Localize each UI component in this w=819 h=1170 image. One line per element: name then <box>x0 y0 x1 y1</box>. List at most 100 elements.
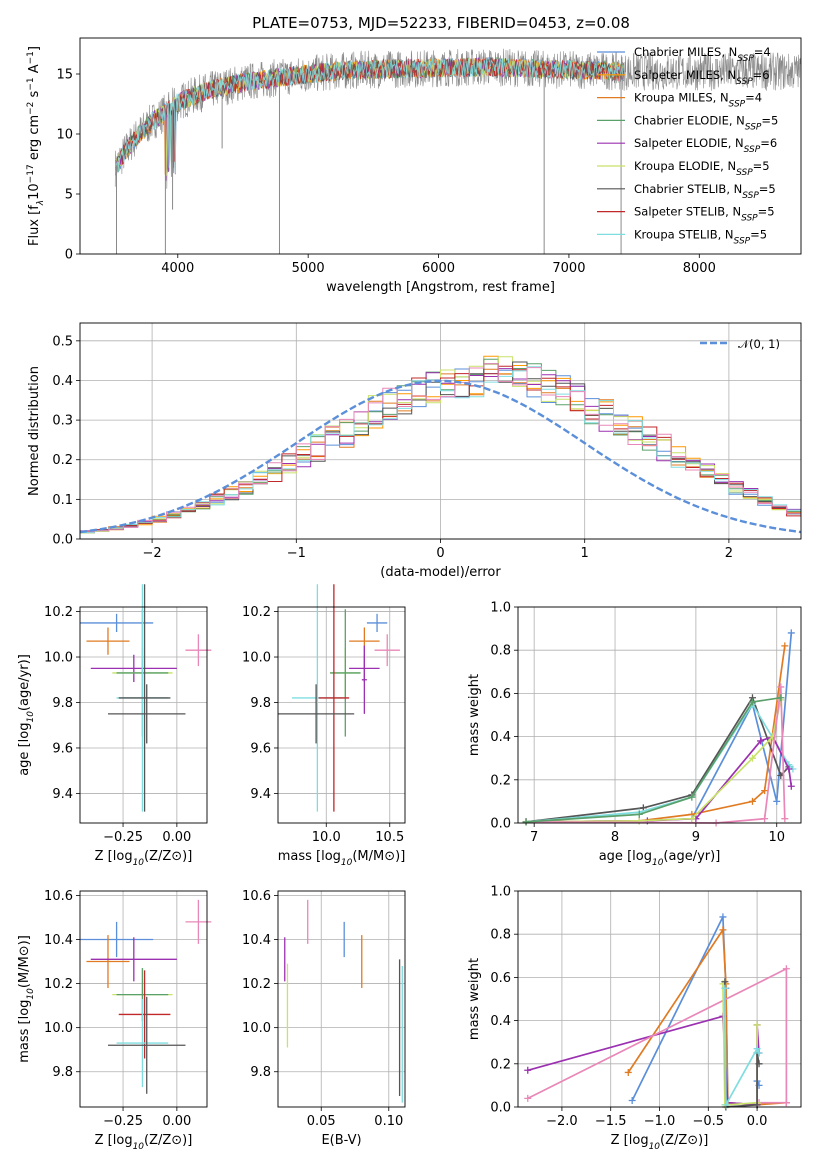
legend-label-part: =5 <box>761 113 778 127</box>
mass-weight-marker <box>688 815 696 823</box>
errorbar-point <box>278 684 355 744</box>
histogram-series <box>80 363 801 533</box>
age_vs_mass-xlabel-part: (M/M⊙)] <box>352 849 405 864</box>
legend-label: Kroupa ELODIE, NSSP=5 <box>634 159 770 178</box>
y-tick-label: 1.0 <box>490 885 511 900</box>
residual-legend: 𝒩(0, 1) <box>700 337 780 351</box>
y-tick-label: 10.0 <box>242 1021 271 1036</box>
legend-label-part: SSP <box>734 236 751 246</box>
spectrum-ylabel-part: Flux [f <box>27 205 42 246</box>
errorbar-point <box>366 613 388 633</box>
mass_vs_Z-ylabel: mass [log10(M/M⊙)] <box>17 935 36 1063</box>
y-tick-label: 0.2 <box>490 773 511 788</box>
errorbar-point <box>116 999 169 1088</box>
x-tick-label: −0.25 <box>103 830 143 845</box>
y-tick-label: 10.4 <box>242 933 271 948</box>
x-tick-label: 0.10 <box>374 1114 403 1129</box>
mass-weight-marker <box>524 1094 532 1102</box>
legend-label-part: Salpeter ELODIE, N <box>634 136 744 150</box>
mass_weight_vs_Z-xlabel-part: 10 <box>649 1142 661 1152</box>
x-tick-label: 0 <box>436 546 444 561</box>
y-tick-label: 10.2 <box>44 977 73 992</box>
x-tick-label: 0.00 <box>162 1114 191 1129</box>
x-tick-label: 0.05 <box>307 1114 336 1129</box>
y-tick-label: 9.8 <box>52 696 73 711</box>
y-tick-label: 10.4 <box>44 933 73 948</box>
legend-label: Kroupa MILES, NSSP=4 <box>634 91 762 110</box>
legend-label-part: =4 <box>754 45 771 59</box>
mass-weight-marker <box>777 694 785 702</box>
mass-weight-marker <box>787 782 795 790</box>
y-tick-label: 9.8 <box>52 1065 73 1080</box>
y-tick-label: 0.0 <box>490 817 511 832</box>
mass-weight-marker <box>757 737 765 745</box>
legend-label: Chabrier MILES, NSSP=4 <box>634 45 771 64</box>
age_vs_Z-frame <box>79 606 208 824</box>
mass-weight-marker <box>755 1049 763 1057</box>
spectrum-ylabel-part: ] <box>27 46 42 51</box>
mass_vs_ebv-xlabel: E(B-V) <box>321 1133 361 1148</box>
residual-ylabel: Normed distribution <box>27 366 42 496</box>
age_vs_Z-ylabel: age [log10(age/yr)] <box>17 654 36 776</box>
y-tick-label: 0.5 <box>52 334 73 349</box>
y-tick-label: 15 <box>56 68 73 83</box>
residual-plot <box>80 355 801 534</box>
y-tick-label: 0.2 <box>52 453 73 468</box>
residual-axes: −2 −1 0 1 2 0.0 0.1 0.2 0.3 0.4 0.5 (data-model)/er… <box>27 322 802 580</box>
mass_vs_Z-xlabel-part: (Z/Z⊙)] <box>144 1133 192 1148</box>
legend-label-part: Kroupa MILES, N <box>634 91 729 105</box>
mass_weight_vs_age-xlabel-part: 10 <box>652 858 664 868</box>
mass_vs_Z-ylabel-part: mass [log <box>17 1000 32 1063</box>
x-tick-label: −1.5 <box>595 1114 627 1129</box>
mass_vs_Z-frame <box>79 890 208 1108</box>
mass-weight-marker <box>753 1045 761 1053</box>
errorbar-point <box>318 584 350 812</box>
spectrum-xlabel-part: wavelength [Angstrom, rest frame] <box>326 280 555 295</box>
x-tick-label: 10.0 <box>312 830 341 845</box>
spectrum-ylabel-part: s <box>27 90 42 101</box>
y-tick-label: 1.0 <box>490 601 511 616</box>
spectrum-ylabel: Flux [fλ10−17 erg cm−2 s−1 A−1] <box>26 46 46 246</box>
legend-label-part: SSP <box>729 100 746 110</box>
legend-label-part: =6 <box>753 68 770 82</box>
mass_vs_Z-xlabel: Z [log10(Z/Z⊙)] <box>95 1133 193 1152</box>
mass_weight_vs_age-xlabel-part: age [log <box>599 849 652 864</box>
legend-label: Salpeter MILES, NSSP=6 <box>634 68 770 87</box>
mass-weight-marker <box>721 978 729 986</box>
mass-weight-marker <box>719 926 727 934</box>
spectrum-xlabel: wavelength [Angstrom, rest frame] <box>326 280 555 295</box>
y-tick-label: 9.6 <box>250 741 271 756</box>
y-tick-label: 10.2 <box>242 977 271 992</box>
age_vs_mass-xlabel: mass [log10(M/M⊙)] <box>278 849 406 868</box>
mass_vs_ebv-frame <box>277 890 406 1108</box>
y-tick-label: 0.3 <box>52 414 73 429</box>
mass-weight-marker <box>628 1097 636 1105</box>
mass_weight_vs_age-ylabel: mass weight <box>467 674 482 756</box>
y-tick-label: 10.6 <box>44 889 73 904</box>
mass_weight_vs_Z-xlabel-part: (Z/Z⊙)] <box>660 1133 708 1148</box>
legend-label-part: SSP <box>742 191 759 201</box>
mass_vs_ebv-xlabel-part: E(B-V) <box>321 1133 361 1148</box>
spectrum-frame <box>79 37 802 255</box>
x-tick-label: 9 <box>692 830 700 845</box>
legend-label-part: Chabrier ELODIE, N <box>634 113 745 127</box>
errorbar-point <box>374 634 400 667</box>
spectrum-ylabel-part: −1 <box>26 51 36 64</box>
legend-label: Chabrier STELIB, NSSP=5 <box>634 182 776 201</box>
x-tick-label: −2 <box>143 546 162 561</box>
y-tick-label: 10.6 <box>242 889 271 904</box>
mass-weight-marker <box>782 1099 790 1107</box>
mass-weight-marker <box>761 787 769 795</box>
x-tick-label: −0.5 <box>693 1114 725 1129</box>
mass-weight-marker <box>624 1068 632 1076</box>
errorbar-point <box>107 684 186 744</box>
x-tick-label: −1.0 <box>644 1114 676 1129</box>
y-tick-label: 9.4 <box>250 787 271 802</box>
errorbar-point <box>330 609 361 737</box>
errorbar-point <box>361 645 367 714</box>
spectrum-ylabel-part: A <box>27 64 42 77</box>
mass-weight-line <box>526 645 786 823</box>
mass_weight_vs_Z-xlabel: Z [log10(Z/Z⊙)] <box>611 1133 709 1152</box>
